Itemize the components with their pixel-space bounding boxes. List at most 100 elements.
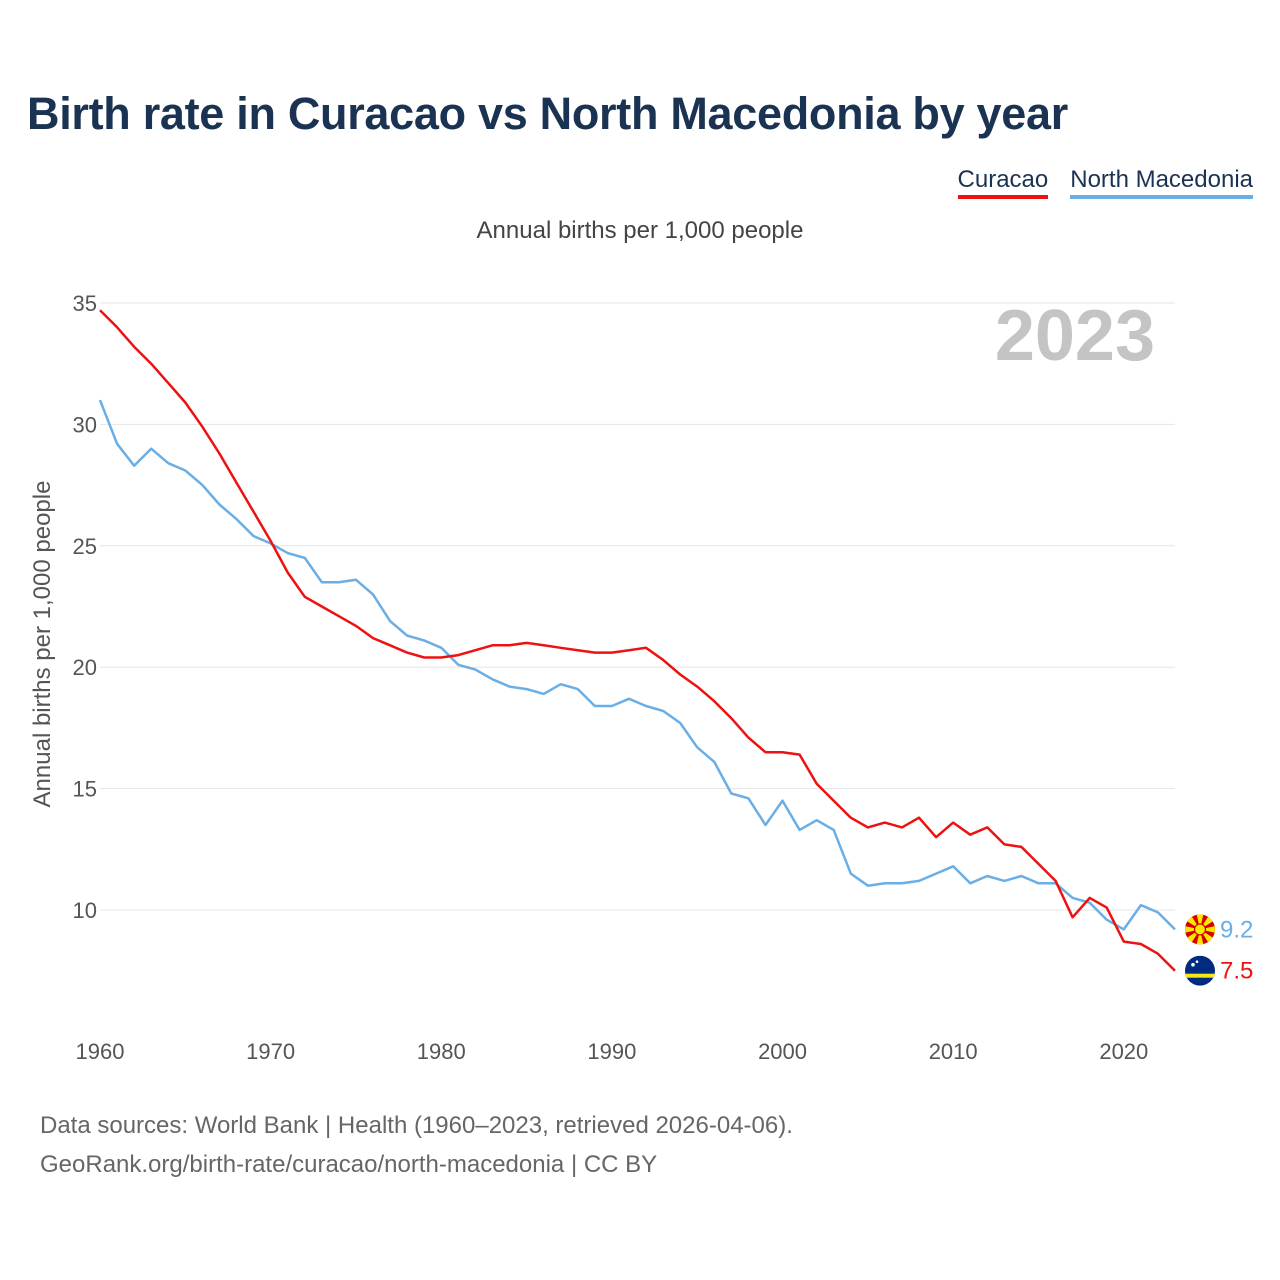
data-point-curacao[interactable] — [677, 672, 683, 678]
data-point-north-macedonia[interactable] — [950, 863, 956, 869]
data-point-north-macedonia[interactable] — [780, 798, 786, 804]
data-point-north-macedonia[interactable] — [848, 871, 854, 877]
data-point-curacao[interactable] — [524, 640, 530, 646]
data-point-north-macedonia[interactable] — [1018, 873, 1024, 879]
data-point-curacao[interactable] — [302, 594, 308, 600]
data-point-north-macedonia[interactable] — [933, 871, 939, 877]
data-point-north-macedonia[interactable] — [370, 591, 376, 597]
data-point-curacao[interactable] — [1155, 951, 1161, 957]
data-point-north-macedonia[interactable] — [387, 618, 393, 624]
data-point-curacao[interactable] — [216, 451, 222, 457]
data-point-curacao[interactable] — [592, 650, 598, 656]
data-point-curacao[interactable] — [660, 657, 666, 663]
data-point-curacao[interactable] — [797, 752, 803, 758]
data-point-north-macedonia[interactable] — [899, 880, 905, 886]
data-point-curacao[interactable] — [319, 604, 325, 610]
data-point-north-macedonia[interactable] — [592, 703, 598, 709]
data-point-north-macedonia[interactable] — [1155, 909, 1161, 915]
data-point-curacao[interactable] — [711, 698, 717, 704]
data-point-north-macedonia[interactable] — [558, 681, 564, 687]
data-point-north-macedonia[interactable] — [131, 463, 137, 469]
data-point-north-macedonia[interactable] — [165, 460, 171, 466]
data-point-curacao[interactable] — [763, 749, 769, 755]
data-point-curacao[interactable] — [421, 655, 427, 661]
data-point-curacao[interactable] — [609, 650, 615, 656]
data-point-north-macedonia[interactable] — [1001, 878, 1007, 884]
data-point-north-macedonia[interactable] — [1172, 926, 1178, 932]
data-point-north-macedonia[interactable] — [660, 708, 666, 714]
data-point-north-macedonia[interactable] — [319, 579, 325, 585]
data-point-north-macedonia[interactable] — [251, 533, 257, 539]
data-point-north-macedonia[interactable] — [114, 441, 120, 447]
data-point-curacao[interactable] — [455, 652, 461, 658]
data-point-curacao[interactable] — [575, 647, 581, 653]
data-point-north-macedonia[interactable] — [353, 577, 359, 583]
data-point-north-macedonia[interactable] — [1070, 895, 1076, 901]
data-point-north-macedonia[interactable] — [797, 827, 803, 833]
data-point-north-macedonia[interactable] — [626, 696, 632, 702]
data-point-curacao[interactable] — [643, 645, 649, 651]
data-point-north-macedonia[interactable] — [421, 638, 427, 644]
data-point-north-macedonia[interactable] — [1087, 900, 1093, 906]
data-point-north-macedonia[interactable] — [1036, 880, 1042, 886]
legend-item-curacao[interactable]: Curacao — [957, 166, 1049, 199]
data-point-curacao[interactable] — [182, 400, 188, 406]
data-point-curacao[interactable] — [1121, 939, 1127, 945]
data-point-curacao[interactable] — [882, 820, 888, 826]
data-point-north-macedonia[interactable] — [524, 686, 530, 692]
data-point-north-macedonia[interactable] — [643, 703, 649, 709]
data-point-curacao[interactable] — [865, 824, 871, 830]
data-point-curacao[interactable] — [780, 749, 786, 755]
data-point-north-macedonia[interactable] — [541, 691, 547, 697]
data-point-north-macedonia[interactable] — [763, 822, 769, 828]
data-point-north-macedonia[interactable] — [967, 880, 973, 886]
data-point-north-macedonia[interactable] — [711, 759, 717, 765]
data-point-curacao[interactable] — [353, 623, 359, 629]
data-point-curacao[interactable] — [285, 570, 291, 576]
data-point-curacao[interactable] — [251, 509, 257, 515]
data-point-curacao[interactable] — [558, 645, 564, 651]
data-point-north-macedonia[interactable] — [148, 446, 154, 452]
data-point-north-macedonia[interactable] — [1104, 917, 1110, 923]
data-point-north-macedonia[interactable] — [1053, 880, 1059, 886]
data-point-curacao[interactable] — [1104, 905, 1110, 911]
data-point-curacao[interactable] — [933, 834, 939, 840]
data-point-north-macedonia[interactable] — [216, 502, 222, 508]
data-point-north-macedonia[interactable] — [677, 720, 683, 726]
data-point-curacao[interactable] — [848, 815, 854, 821]
data-point-curacao[interactable] — [984, 824, 990, 830]
data-point-curacao[interactable] — [387, 642, 393, 648]
data-point-north-macedonia[interactable] — [745, 795, 751, 801]
data-point-north-macedonia[interactable] — [1121, 926, 1127, 932]
data-point-north-macedonia[interactable] — [404, 633, 410, 639]
data-point-curacao[interactable] — [899, 824, 905, 830]
data-point-curacao[interactable] — [967, 832, 973, 838]
data-point-north-macedonia[interactable] — [490, 676, 496, 682]
data-point-north-macedonia[interactable] — [984, 873, 990, 879]
data-point-north-macedonia[interactable] — [728, 791, 734, 797]
data-point-north-macedonia[interactable] — [865, 883, 871, 889]
data-point-north-macedonia[interactable] — [1138, 902, 1144, 908]
data-point-north-macedonia[interactable] — [336, 579, 342, 585]
data-point-curacao[interactable] — [541, 642, 547, 648]
data-point-curacao[interactable] — [950, 820, 956, 826]
data-point-curacao[interactable] — [728, 715, 734, 721]
data-point-curacao[interactable] — [814, 781, 820, 787]
data-point-curacao[interactable] — [404, 650, 410, 656]
data-point-north-macedonia[interactable] — [916, 878, 922, 884]
data-point-curacao[interactable] — [370, 635, 376, 641]
data-point-curacao[interactable] — [694, 684, 700, 690]
data-point-curacao[interactable] — [916, 815, 922, 821]
data-point-curacao[interactable] — [1036, 861, 1042, 867]
data-point-north-macedonia[interactable] — [831, 827, 837, 833]
data-point-curacao[interactable] — [626, 647, 632, 653]
data-point-north-macedonia[interactable] — [455, 662, 461, 668]
data-point-curacao[interactable] — [148, 361, 154, 367]
data-point-north-macedonia[interactable] — [302, 555, 308, 561]
data-point-curacao[interactable] — [199, 424, 205, 430]
data-point-curacao[interactable] — [1001, 841, 1007, 847]
legend-item-north-macedonia[interactable]: North Macedonia — [1070, 166, 1253, 199]
data-point-north-macedonia[interactable] — [199, 482, 205, 488]
data-point-north-macedonia[interactable] — [438, 645, 444, 651]
data-point-north-macedonia[interactable] — [609, 703, 615, 709]
